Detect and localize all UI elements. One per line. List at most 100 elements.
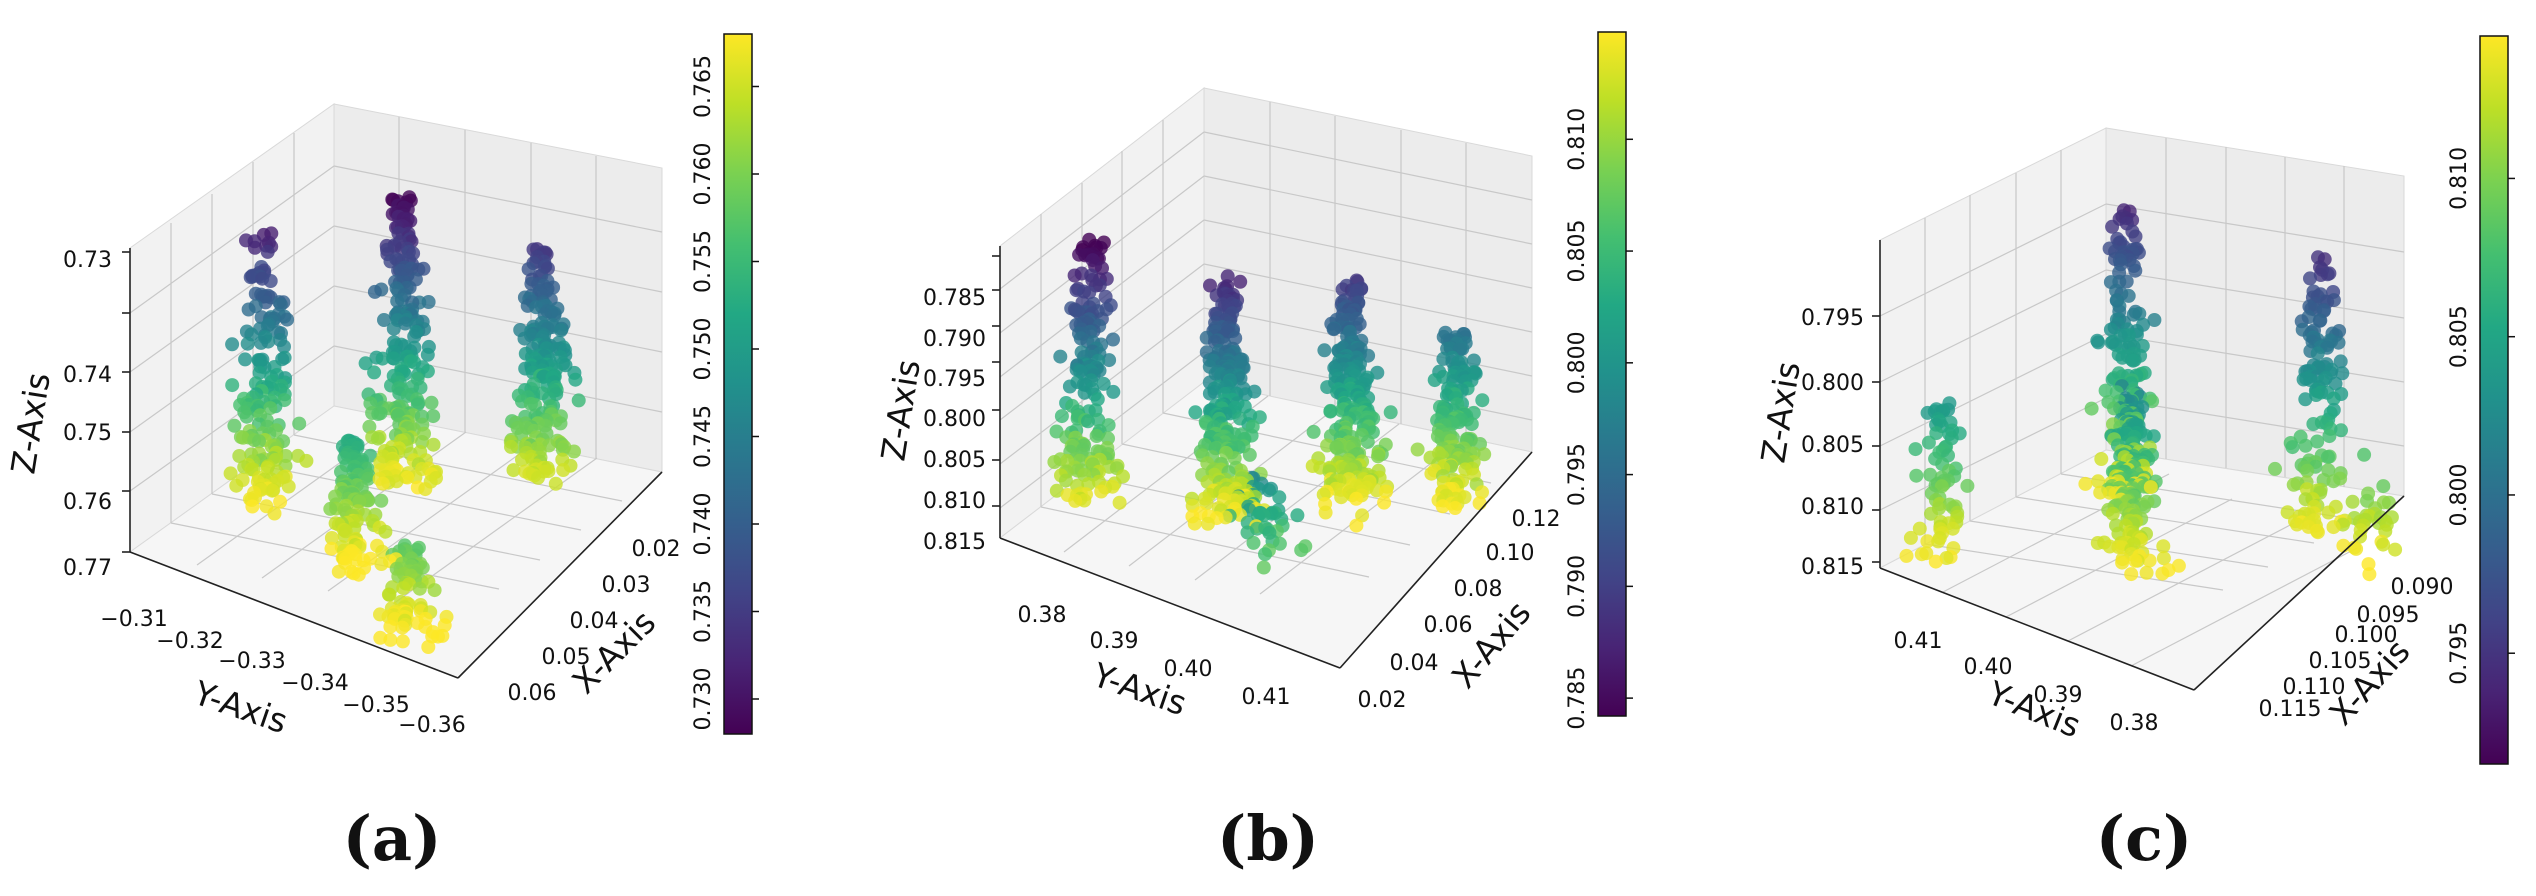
data-point <box>2115 555 2130 570</box>
data-point <box>367 284 382 299</box>
panel-a-x-tick: 0.04 <box>570 609 619 634</box>
data-point <box>265 483 280 498</box>
data-point <box>2156 539 2171 554</box>
panel-a-z-tick: 0.76 <box>63 490 112 515</box>
data-point <box>2128 553 2143 568</box>
panel-a-colorbar-ticks: 0.730 0.735 0.740 0.745 0.750 0.755 0.760 0.765 <box>691 55 759 730</box>
panel-b-colorbar-ticks: 0.785 0.790 0.795 0.800 0.805 0.810 <box>1565 108 1633 730</box>
data-point <box>1272 536 1287 551</box>
data-point <box>2349 541 2364 556</box>
data-point <box>2105 219 2120 234</box>
data-point <box>383 632 398 647</box>
panel-b-z-tick: 0.795 <box>923 367 986 392</box>
data-point <box>1934 479 1949 494</box>
panel-b-label: (b) <box>1217 802 1319 875</box>
data-point <box>223 466 238 481</box>
data-point <box>225 337 240 352</box>
panel-b-axis-lines <box>999 246 1533 669</box>
panel-c-x-tick: 0.095 <box>2357 603 2420 628</box>
data-point <box>2310 346 2325 361</box>
data-point <box>1290 508 1305 523</box>
panel-a-y-tick: −0.31 <box>100 607 167 632</box>
panel-c-x-tick: 0.115 <box>2259 697 2322 722</box>
data-point <box>2362 567 2377 582</box>
panel-a-z-axis-label: Z-Axis <box>3 370 57 477</box>
data-point <box>1466 353 1481 368</box>
panel-a-z-tick: 0.74 <box>63 363 112 388</box>
data-point <box>227 418 242 433</box>
data-point <box>2126 353 2141 368</box>
data-point <box>2098 383 2113 398</box>
data-point <box>517 331 532 346</box>
data-point <box>2286 477 2301 492</box>
panel-b-z-tick: 0.785 <box>923 286 986 311</box>
data-point <box>1931 534 1946 549</box>
panel-a-z-ticks: 0.73 0.74 0.75 0.76 0.77 <box>63 248 130 581</box>
data-point <box>2322 429 2337 444</box>
panel-b-z-tick: 0.800 <box>923 407 986 432</box>
data-point <box>1929 426 1944 441</box>
data-point <box>1233 274 1248 289</box>
data-point <box>1262 483 1276 498</box>
data-point <box>1475 393 1490 408</box>
panel-b-z-tick: 0.805 <box>923 448 986 473</box>
data-point <box>358 356 373 371</box>
data-point <box>553 416 568 431</box>
panel-c-colorbar: 0.795 0.800 0.805 0.810 <box>2447 35 2515 765</box>
panel-a-y-ticks: −0.31 −0.32 −0.33 −0.34 −0.35 −0.36 <box>100 607 465 738</box>
data-point <box>531 470 545 485</box>
panel-c-colorbar-ticks: 0.795 0.800 0.805 0.810 <box>2447 147 2515 685</box>
data-point <box>2328 376 2343 391</box>
data-point <box>1096 376 1111 391</box>
data-point <box>2326 391 2341 406</box>
data-point <box>504 439 518 454</box>
panel-a-points <box>223 190 586 654</box>
panel-b-z-tick: 0.790 <box>923 327 986 352</box>
data-point <box>2320 450 2335 465</box>
data-point <box>1294 543 1309 558</box>
data-point <box>2090 536 2105 550</box>
data-point <box>1448 501 1463 515</box>
panel-a-colorbar: 0.730 0.735 0.740 0.745 0.750 0.755 0.760 0.765 <box>691 33 759 735</box>
data-point <box>2126 307 2141 322</box>
data-point <box>370 431 385 446</box>
colorbar-tick-label: 0.800 <box>2447 463 2472 526</box>
panel-c-y-tick: 0.39 <box>2034 683 2083 708</box>
data-point <box>418 482 433 497</box>
data-point <box>2078 476 2093 491</box>
data-point <box>395 634 410 649</box>
colorbar-tick-label: 0.785 <box>1565 667 1590 730</box>
data-point <box>324 531 339 545</box>
data-point <box>239 409 254 424</box>
data-point <box>2309 388 2324 402</box>
data-point <box>1246 535 1261 550</box>
data-point <box>1477 447 1492 462</box>
data-point <box>1306 424 1321 439</box>
data-point <box>1424 466 1439 481</box>
data-point <box>254 335 268 350</box>
panel-b-colorbar: 0.785 0.790 0.795 0.800 0.805 0.810 <box>1565 31 1633 730</box>
colorbar-tick-label: 0.795 <box>2447 622 2472 685</box>
colorbar-tick-label: 0.790 <box>1565 555 1590 618</box>
panel-c-x-ticks: 0.090 0.095 0.100 0.105 0.110 0.115 <box>2259 575 2454 722</box>
data-point <box>398 316 413 331</box>
data-point <box>1435 499 1450 514</box>
data-point <box>1914 547 1929 562</box>
panel-a-x-ticks: 0.02 0.03 0.04 0.05 0.06 <box>508 537 681 706</box>
data-point <box>1251 509 1265 523</box>
panel-a-y-tick: −0.35 <box>342 693 409 718</box>
data-point <box>1054 409 1069 424</box>
data-point <box>420 347 435 362</box>
data-point <box>351 567 366 582</box>
data-point <box>400 470 415 485</box>
data-point <box>2268 461 2282 476</box>
data-point <box>2381 495 2396 510</box>
data-point <box>1379 484 1393 499</box>
data-point <box>2388 542 2403 557</box>
panel-a-colorbar-gradient <box>723 33 753 735</box>
panel-b-x-tick: 0.06 <box>1424 613 1473 638</box>
panel-c-x-tick: 0.110 <box>2283 675 2346 700</box>
data-point <box>2290 517 2304 532</box>
data-point <box>1903 530 1918 545</box>
data-point <box>277 339 291 354</box>
